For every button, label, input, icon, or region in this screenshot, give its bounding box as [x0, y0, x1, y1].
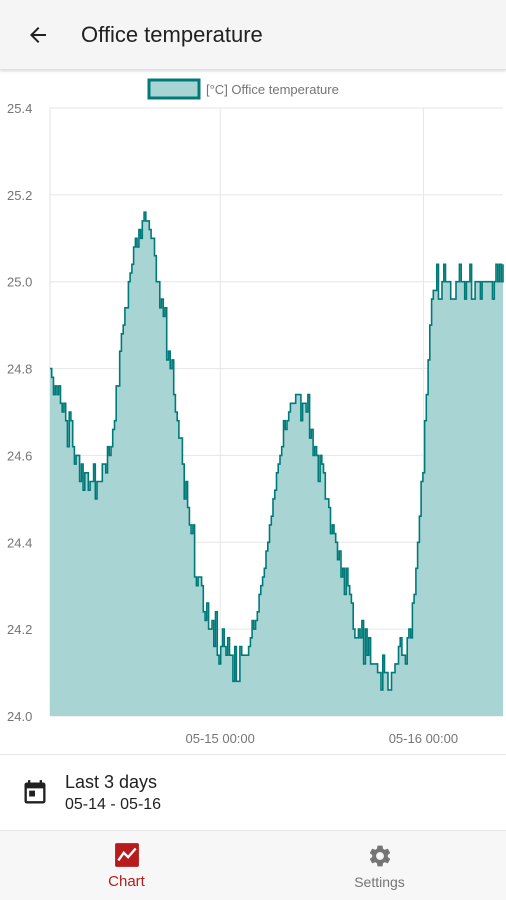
x-tick-label: 05-16 00:00	[389, 731, 458, 746]
x-axis-ticks: 05-15 00:00 05-16 00:00	[185, 731, 458, 746]
nav-label-settings: Settings	[354, 873, 405, 890]
chart-area[interactable]: 25.4 25.2 25.0 24.8 24.6 24.4 24.2 24.0 05-15 0…	[0, 72, 506, 754]
date-range-selector[interactable]: Last 3 days 05-14 - 05-16	[0, 754, 506, 830]
x-tick-label: 05-15 00:00	[185, 731, 254, 746]
y-tick-label: 24.8	[7, 362, 32, 377]
date-range-text: Last 3 days 05-14 - 05-16	[65, 771, 161, 815]
app-bar: Office temperature	[0, 0, 506, 70]
y-tick-label: 25.0	[7, 275, 32, 290]
nav-item-chart[interactable]: Chart	[0, 831, 253, 900]
back-button[interactable]	[8, 0, 68, 70]
series-line	[50, 211, 504, 691]
bottom-navigation: Chart Settings	[0, 830, 506, 900]
y-axis-ticks: 25.4 25.2 25.0 24.8 24.6 24.4 24.2 24.0	[7, 101, 32, 724]
y-tick-label: 24.0	[7, 709, 32, 724]
page-title: Office temperature	[81, 21, 263, 47]
y-tick-label: 25.2	[7, 188, 32, 203]
chart-legend[interactable]: [°C] Office temperature	[147, 78, 339, 100]
nav-label-chart: Chart	[108, 873, 145, 890]
date-range-title: Last 3 days	[65, 771, 158, 792]
y-tick-label: 24.4	[7, 535, 32, 550]
gear-icon	[366, 842, 394, 870]
y-tick-label: 25.4	[7, 101, 32, 116]
y-tick-label: 24.6	[7, 448, 32, 463]
series-area-fill	[50, 212, 503, 716]
series-area	[50, 211, 504, 716]
temperature-chart[interactable]: 25.4 25.2 25.0 24.8 24.6 24.4 24.2 24.0 05-15 0…	[0, 72, 506, 754]
calendar-icon	[20, 778, 50, 808]
arrow-left-icon	[30, 26, 46, 43]
nav-item-settings[interactable]: Settings	[253, 831, 506, 900]
date-range-subtitle: 05-14 - 05-16	[65, 795, 162, 813]
y-tick-label: 24.2	[7, 622, 32, 637]
legend-label: [°C] Office temperature	[206, 82, 339, 97]
legend-swatch	[147, 78, 201, 100]
chart-icon	[113, 841, 141, 869]
